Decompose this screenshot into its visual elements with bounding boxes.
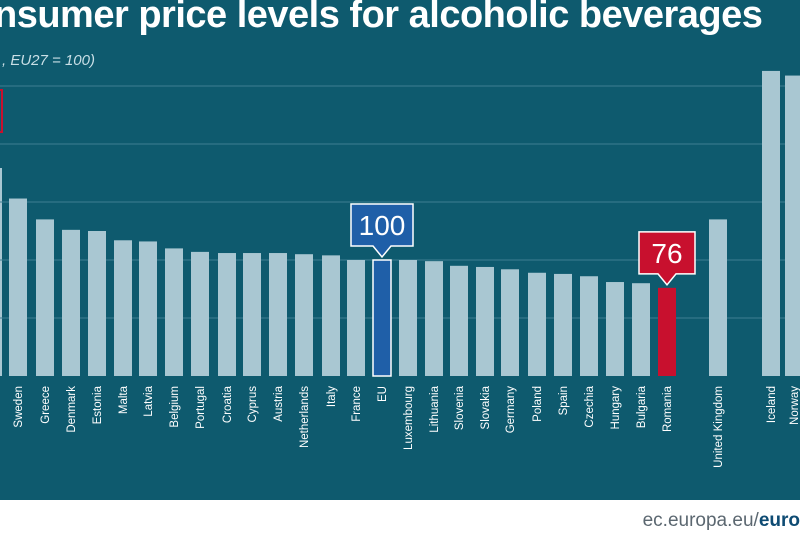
- tick-labels: Sweden Greece Denmark Estonia Malta Latvia Bel…: [13, 385, 800, 467]
- tick-label-italy: Italy: [326, 386, 338, 407]
- bar-austria: [269, 253, 287, 376]
- bar-latvia: [139, 241, 157, 376]
- tick-label-germany: Germany: [505, 386, 517, 434]
- chart-subtitle: , EU27 = 100): [2, 52, 95, 69]
- bar-norway: [785, 75, 800, 376]
- tick-label-malta: Malta: [118, 385, 130, 414]
- source-brand: euro: [758, 510, 800, 531]
- bar-croatia: [218, 253, 236, 376]
- bar-greece: [36, 219, 54, 376]
- bar-bulgaria: [632, 283, 650, 376]
- bar-poland: [528, 272, 546, 376]
- tick-label-austria: Austria: [273, 385, 285, 421]
- tick-label-luxembourg: Luxembourg: [403, 386, 415, 450]
- tick-label-france: France: [351, 386, 363, 422]
- tick-label-czechia: Czechia: [584, 385, 596, 427]
- tick-label-croatia: Croatia: [222, 385, 234, 423]
- bar-portugal: [191, 251, 209, 376]
- tick-label-spain: Spain: [558, 386, 570, 415]
- bar-lithuania: [425, 261, 443, 376]
- bar-united-kingdom: [709, 219, 727, 376]
- tick-label-norway: Norway: [789, 386, 800, 425]
- tick-label-bulgaria: Bulgaria: [636, 385, 648, 428]
- tick-label-poland: Poland: [532, 386, 544, 422]
- tick-label-cyprus: Cyprus: [247, 386, 259, 423]
- bar-estonia: [88, 231, 106, 376]
- bar-slovakia: [476, 266, 494, 376]
- tick-label-estonia: Estonia: [92, 385, 104, 424]
- tick-label-united-kingdom: United Kingdom: [713, 386, 725, 468]
- bar-czechia: [580, 276, 598, 376]
- bar-sweden: [9, 198, 27, 376]
- bars: [9, 70, 800, 377]
- tick-label-denmark: Denmark: [66, 386, 78, 433]
- bar-spain: [554, 273, 572, 376]
- callout-eu: 100: [350, 203, 414, 259]
- bar-cyprus: [243, 253, 261, 376]
- bar-eu: [372, 259, 392, 377]
- data-label-eu: 100: [359, 210, 406, 241]
- tick-label-romania: Romania: [662, 385, 674, 432]
- bar-italy: [322, 255, 340, 376]
- bar-chart: Sweden Greece Denmark Estonia Malta Latvia Bel…: [0, 70, 800, 468]
- bar-partial-left: [0, 89, 3, 376]
- bar-malta: [114, 240, 132, 376]
- bar-luxembourg: [399, 260, 417, 376]
- callouts: 100 76: [350, 203, 696, 287]
- callout-romania: 76: [638, 231, 696, 287]
- tick-label-latvia: Latvia: [143, 385, 155, 416]
- bar-denmark: [62, 229, 80, 376]
- bar-offscreen-left: [0, 168, 2, 376]
- bar-germany: [501, 269, 519, 376]
- bar-romania: [658, 287, 676, 376]
- callout-box-eu: [350, 203, 414, 259]
- source-footer: ec.europa.eu/euro: [643, 510, 800, 532]
- bar-belgium: [165, 248, 183, 376]
- tick-label-netherlands: Netherlands: [299, 386, 311, 448]
- source-domain: ec.europa.eu/: [642, 510, 759, 531]
- bar-hungary: [606, 282, 624, 376]
- tick-label-lithuania: Lithuania: [429, 385, 441, 432]
- bar-netherlands: [295, 254, 313, 376]
- bar-slovenia: [450, 265, 468, 376]
- bar-france: [347, 260, 365, 376]
- bar-iceland: [762, 70, 780, 377]
- tick-label-eu: EU: [377, 386, 389, 402]
- tick-label-iceland: Iceland: [766, 386, 778, 423]
- callout-box-romania: [638, 231, 696, 287]
- tick-label-greece: Greece: [40, 386, 52, 424]
- data-label-romania: 76: [651, 238, 682, 269]
- tick-label-portugal: Portugal: [195, 386, 207, 429]
- page-title: nsumer price levels for alcoholic bevera…: [0, 0, 763, 36]
- tick-label-slovenia: Slovenia: [454, 385, 466, 430]
- callout-offscreen-left: [0, 89, 3, 133]
- tick-label-sweden: Sweden: [13, 386, 25, 428]
- tick-label-hungary: Hungary: [610, 386, 622, 430]
- chart-panel: nsumer price levels for alcoholic bevera…: [0, 0, 800, 500]
- tick-label-slovakia: Slovakia: [480, 385, 492, 429]
- tick-label-belgium: Belgium: [169, 386, 181, 428]
